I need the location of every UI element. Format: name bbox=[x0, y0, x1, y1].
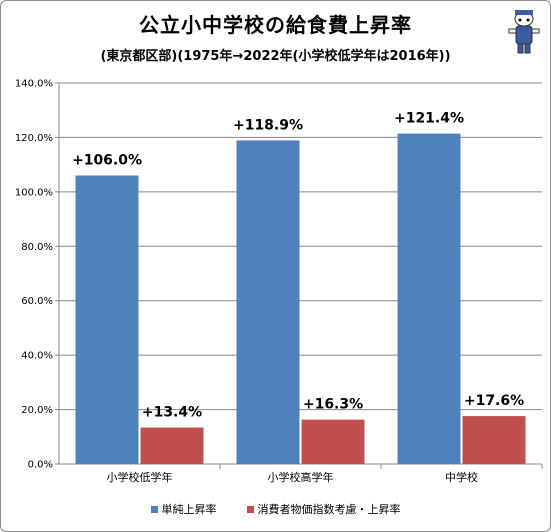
chart-title: 公立小中学校の給食費上昇率 bbox=[139, 13, 412, 37]
data-label: +106.0% bbox=[72, 153, 142, 169]
data-label: +16.3% bbox=[303, 397, 363, 413]
legend: 単純上昇率 消費者物価指数考慮・上昇率 bbox=[1, 501, 550, 517]
legend-swatch-series-2 bbox=[246, 505, 254, 513]
x-tick-label: 中学校 bbox=[445, 470, 478, 484]
y-tick-label: 80.0% bbox=[21, 242, 53, 253]
bar-2 bbox=[462, 416, 526, 464]
bar-1 bbox=[397, 133, 461, 464]
y-tick-label: 140.0% bbox=[15, 79, 53, 90]
legend-item-series-2: 消費者物価指数考慮・上昇率 bbox=[246, 501, 401, 517]
x-tick-label: 小学校低学年 bbox=[107, 470, 173, 484]
bar-2 bbox=[140, 427, 204, 464]
data-label: +121.4% bbox=[394, 111, 464, 127]
legend-label-series-1: 単純上昇率 bbox=[161, 503, 217, 516]
bar-1 bbox=[236, 140, 300, 464]
data-label: +17.6% bbox=[464, 393, 524, 409]
data-label: +13.4% bbox=[142, 405, 202, 421]
legend-swatch-series-1 bbox=[150, 505, 158, 513]
legend-item-series-1: 単純上昇率 bbox=[150, 501, 217, 517]
bar-chart: 0.0% 20.0% 40.0% 60.0% 80.0% 100.0% 120.0% 140.… bbox=[15, 79, 543, 484]
x-tick-label: 小学校高学年 bbox=[268, 470, 334, 484]
chart-subtitle: (東京都区部)(1975年→2022年(小学校低学年は2016年)) bbox=[100, 49, 451, 64]
data-label: +118.9% bbox=[233, 117, 303, 133]
y-tick-label: 60.0% bbox=[21, 296, 53, 307]
y-tick-label: 40.0% bbox=[21, 351, 53, 362]
y-tick-label: 0.0% bbox=[28, 460, 53, 471]
y-tick-label: 20.0% bbox=[21, 405, 53, 416]
legend-label-series-2: 消費者物価指数考慮・上昇率 bbox=[257, 503, 401, 516]
y-tick-label: 120.0% bbox=[15, 133, 53, 144]
bar-1 bbox=[75, 175, 139, 464]
bar-2 bbox=[301, 419, 365, 464]
y-tick-label: 100.0% bbox=[15, 187, 53, 198]
mascot-logo bbox=[508, 10, 540, 54]
